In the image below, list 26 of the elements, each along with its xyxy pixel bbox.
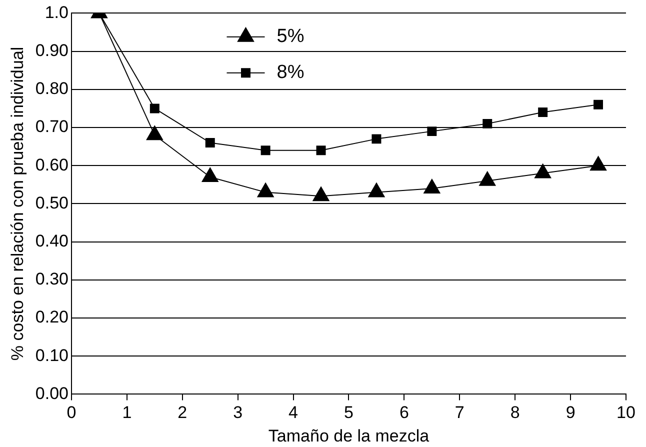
x-tick-label: 9	[566, 403, 576, 422]
x-tick-label: 3	[233, 403, 243, 422]
legend-label: 5%	[276, 26, 304, 48]
y-tick-label: 0.00	[35, 384, 68, 403]
x-tick-label: 7	[454, 403, 464, 422]
y-tick-label: 0.70	[35, 117, 68, 136]
y-tick-label: 0.10	[35, 346, 68, 365]
y-tick-label: 0.60	[35, 155, 68, 174]
legend-label: 8%	[276, 62, 304, 84]
y-tick-label: 0.50	[35, 193, 68, 212]
x-tick-label: 5	[344, 403, 354, 422]
x-tick-label: 8	[510, 403, 520, 422]
x-tick-label: 0	[66, 403, 76, 422]
x-tick-label: 10	[616, 403, 636, 422]
x-tick-label: 6	[399, 403, 409, 422]
y-tick-label: 0.30	[35, 270, 68, 289]
y-tick-label: 1.0	[44, 2, 68, 22]
y-tick-label: 0.20	[35, 308, 68, 327]
x-axis-title: Tamaño de la mezcla	[268, 426, 430, 446]
y-tick-label: 0.80	[35, 79, 68, 98]
y-axis-title: % costo en relación con prueba individual	[8, 46, 27, 361]
y-tick-label: 0.40	[35, 231, 68, 250]
x-tick-label: 2	[178, 403, 188, 422]
x-tick-label: 1	[122, 403, 132, 422]
y-tick-label: 0.90	[35, 40, 68, 60]
x-tick-label: 4	[288, 403, 298, 422]
